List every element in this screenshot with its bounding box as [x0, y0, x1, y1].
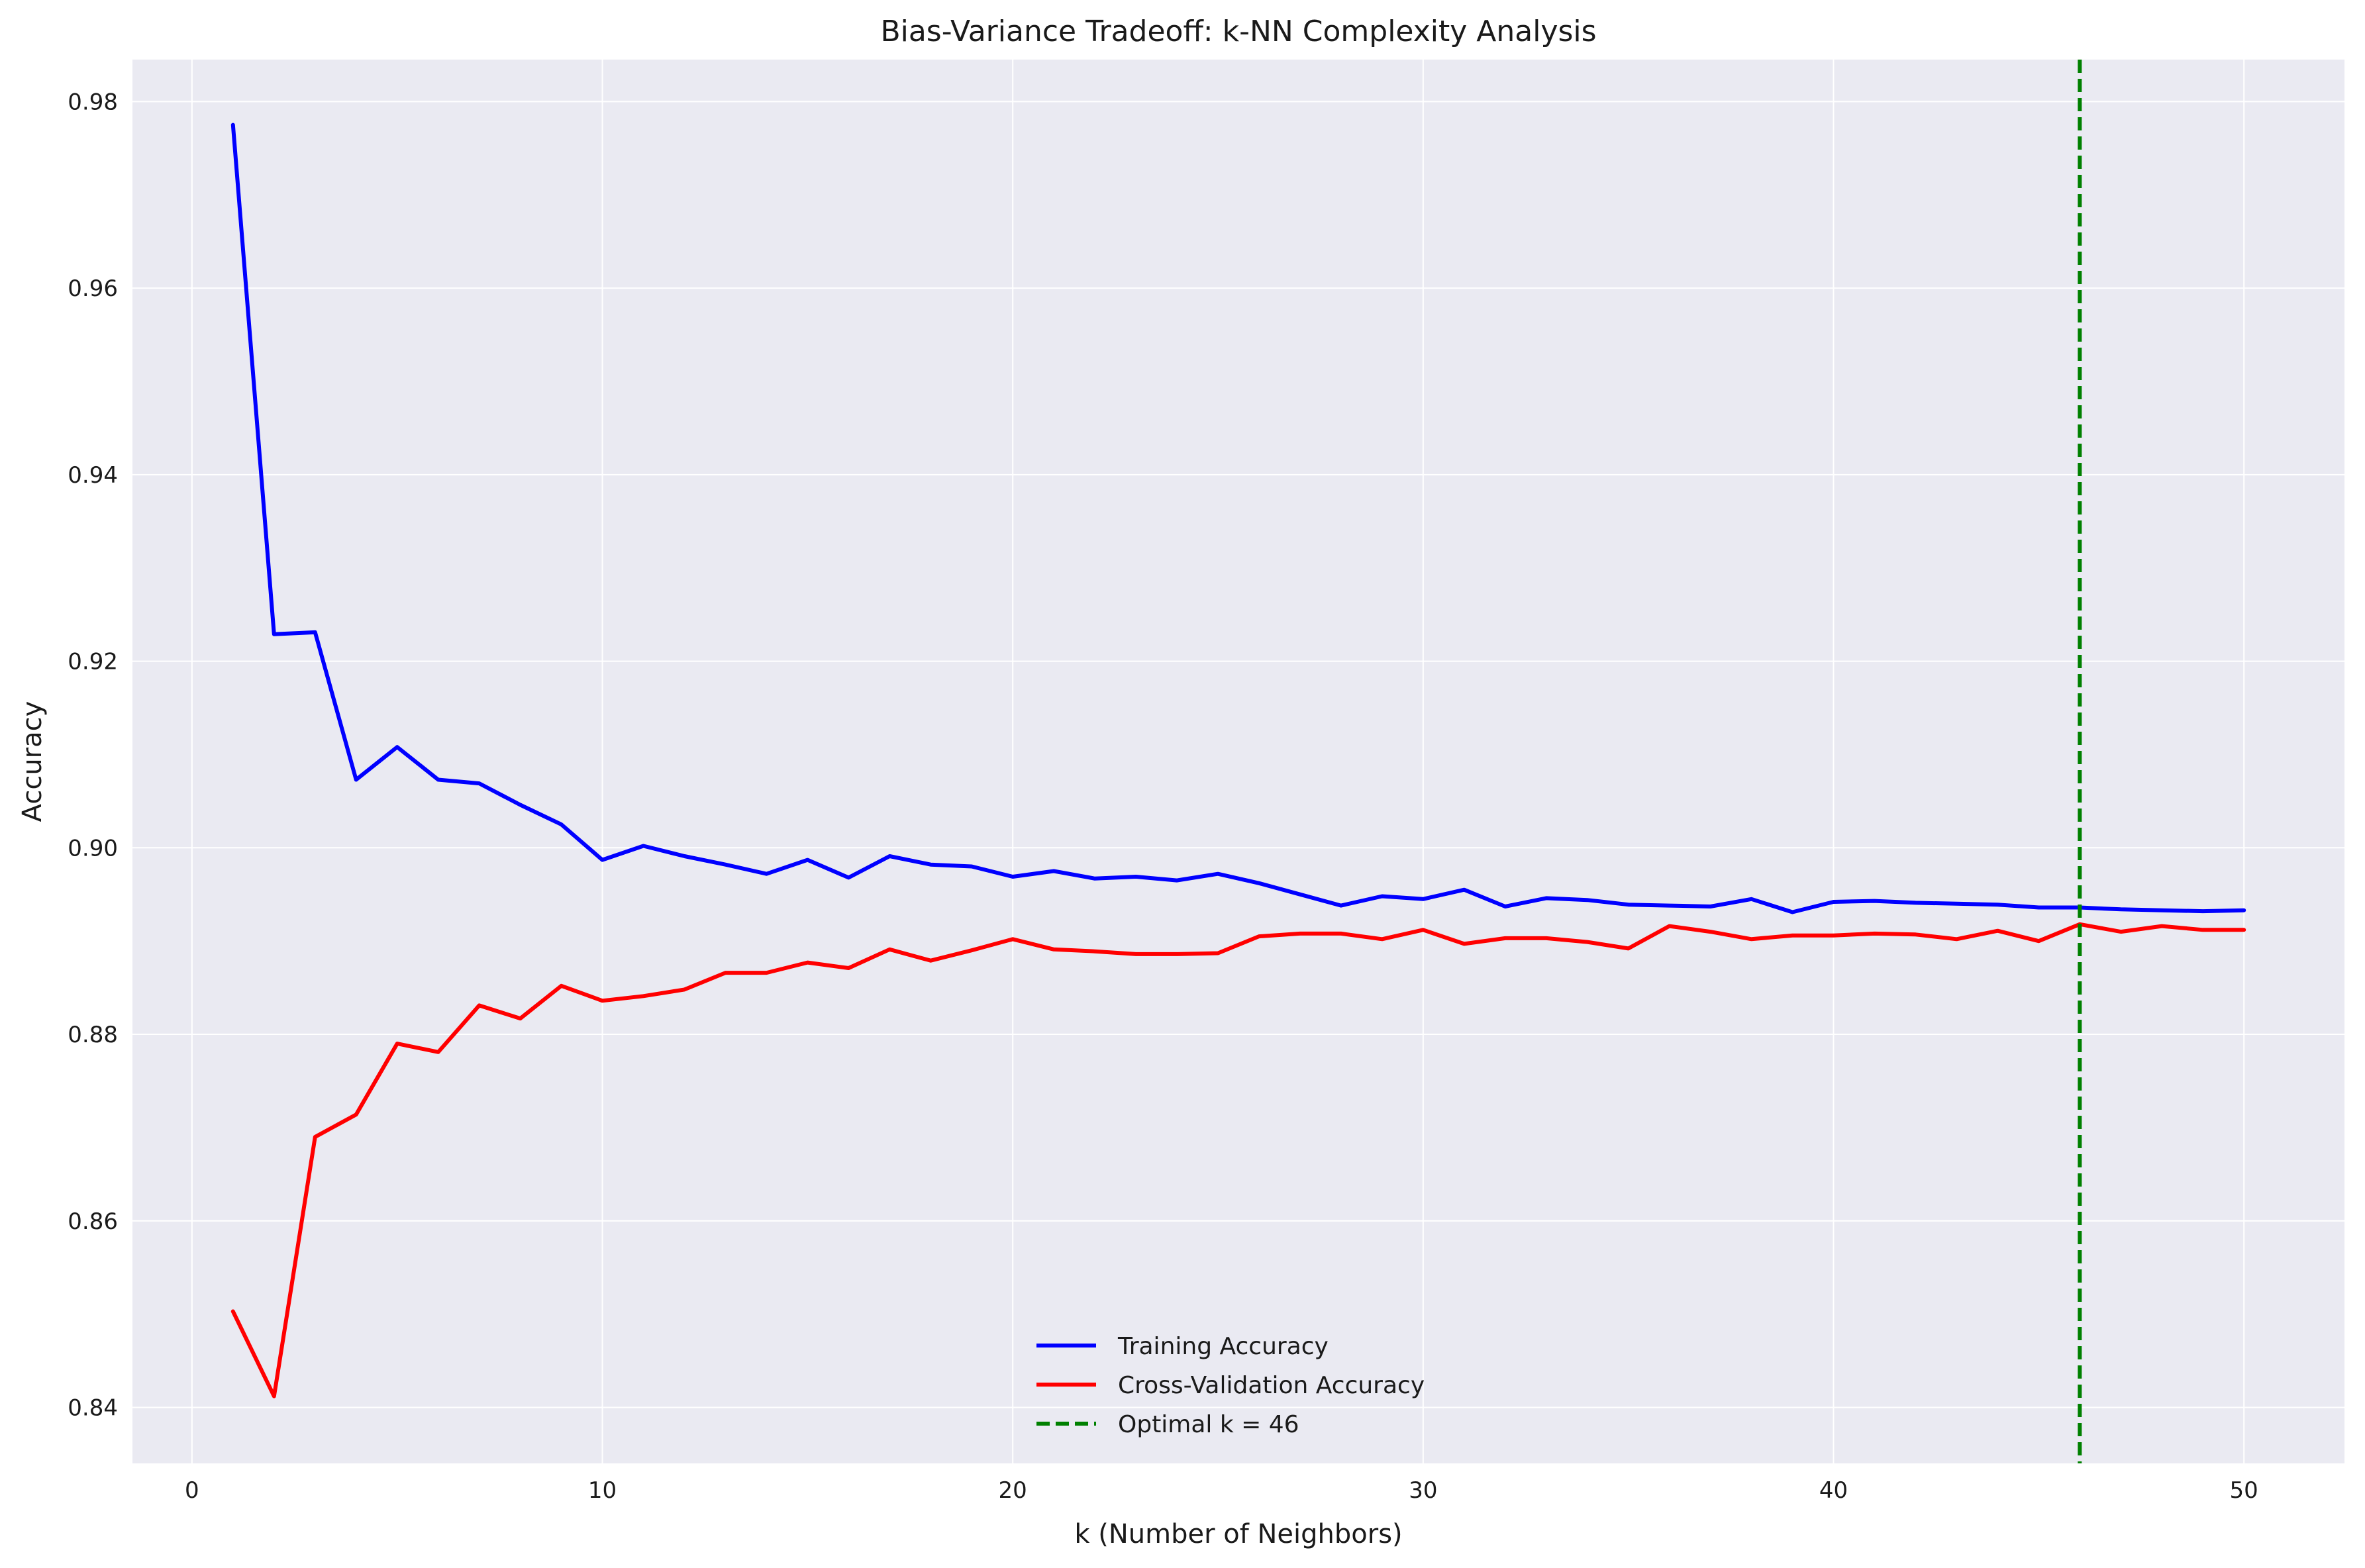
x-tick-label: 50 — [2230, 1477, 2258, 1504]
grid — [132, 60, 2344, 1463]
series-layer — [230, 122, 2246, 1398]
y-tick-label: 0.84 — [68, 1395, 118, 1421]
x-axis-label: k (Number of Neighbors) — [1074, 1519, 1402, 1549]
x-tick-label: 40 — [1819, 1477, 1848, 1504]
chart-title: Bias-Variance Tradeoff: k-NN Complexity … — [880, 15, 1596, 48]
x-tick-label: 20 — [999, 1477, 1027, 1504]
legend: Training Accuracy Cross-Validation Accur… — [1036, 1333, 1425, 1438]
y-tick-label: 0.94 — [68, 462, 118, 489]
x-tick-label: 30 — [1409, 1477, 1437, 1504]
y-tick-label: 0.86 — [68, 1208, 118, 1235]
y-axis-label: Accuracy — [17, 701, 48, 822]
training-accuracy-line — [230, 122, 2246, 914]
plot-background — [132, 60, 2344, 1463]
x-tick-label: 0 — [185, 1477, 199, 1504]
x-tick-label: 10 — [588, 1477, 617, 1504]
y-tick-label: 0.88 — [68, 1022, 118, 1048]
legend-label-optimal-k: Optimal k = 46 — [1118, 1411, 1299, 1438]
ticks: 0 10 20 30 40 50 0.84 0.86 0.88 0.90 0.92 0.94 0.96 0… — [68, 89, 2258, 1504]
cv-accuracy-line — [230, 922, 2246, 1398]
legend-label-training: Training Accuracy — [1117, 1333, 1329, 1360]
y-tick-label: 0.92 — [68, 649, 118, 675]
y-tick-label: 0.96 — [68, 275, 118, 302]
y-tick-label: 0.98 — [68, 89, 118, 115]
legend-label-cv: Cross-Validation Accuracy — [1118, 1372, 1425, 1399]
y-tick-label: 0.90 — [68, 835, 118, 861]
